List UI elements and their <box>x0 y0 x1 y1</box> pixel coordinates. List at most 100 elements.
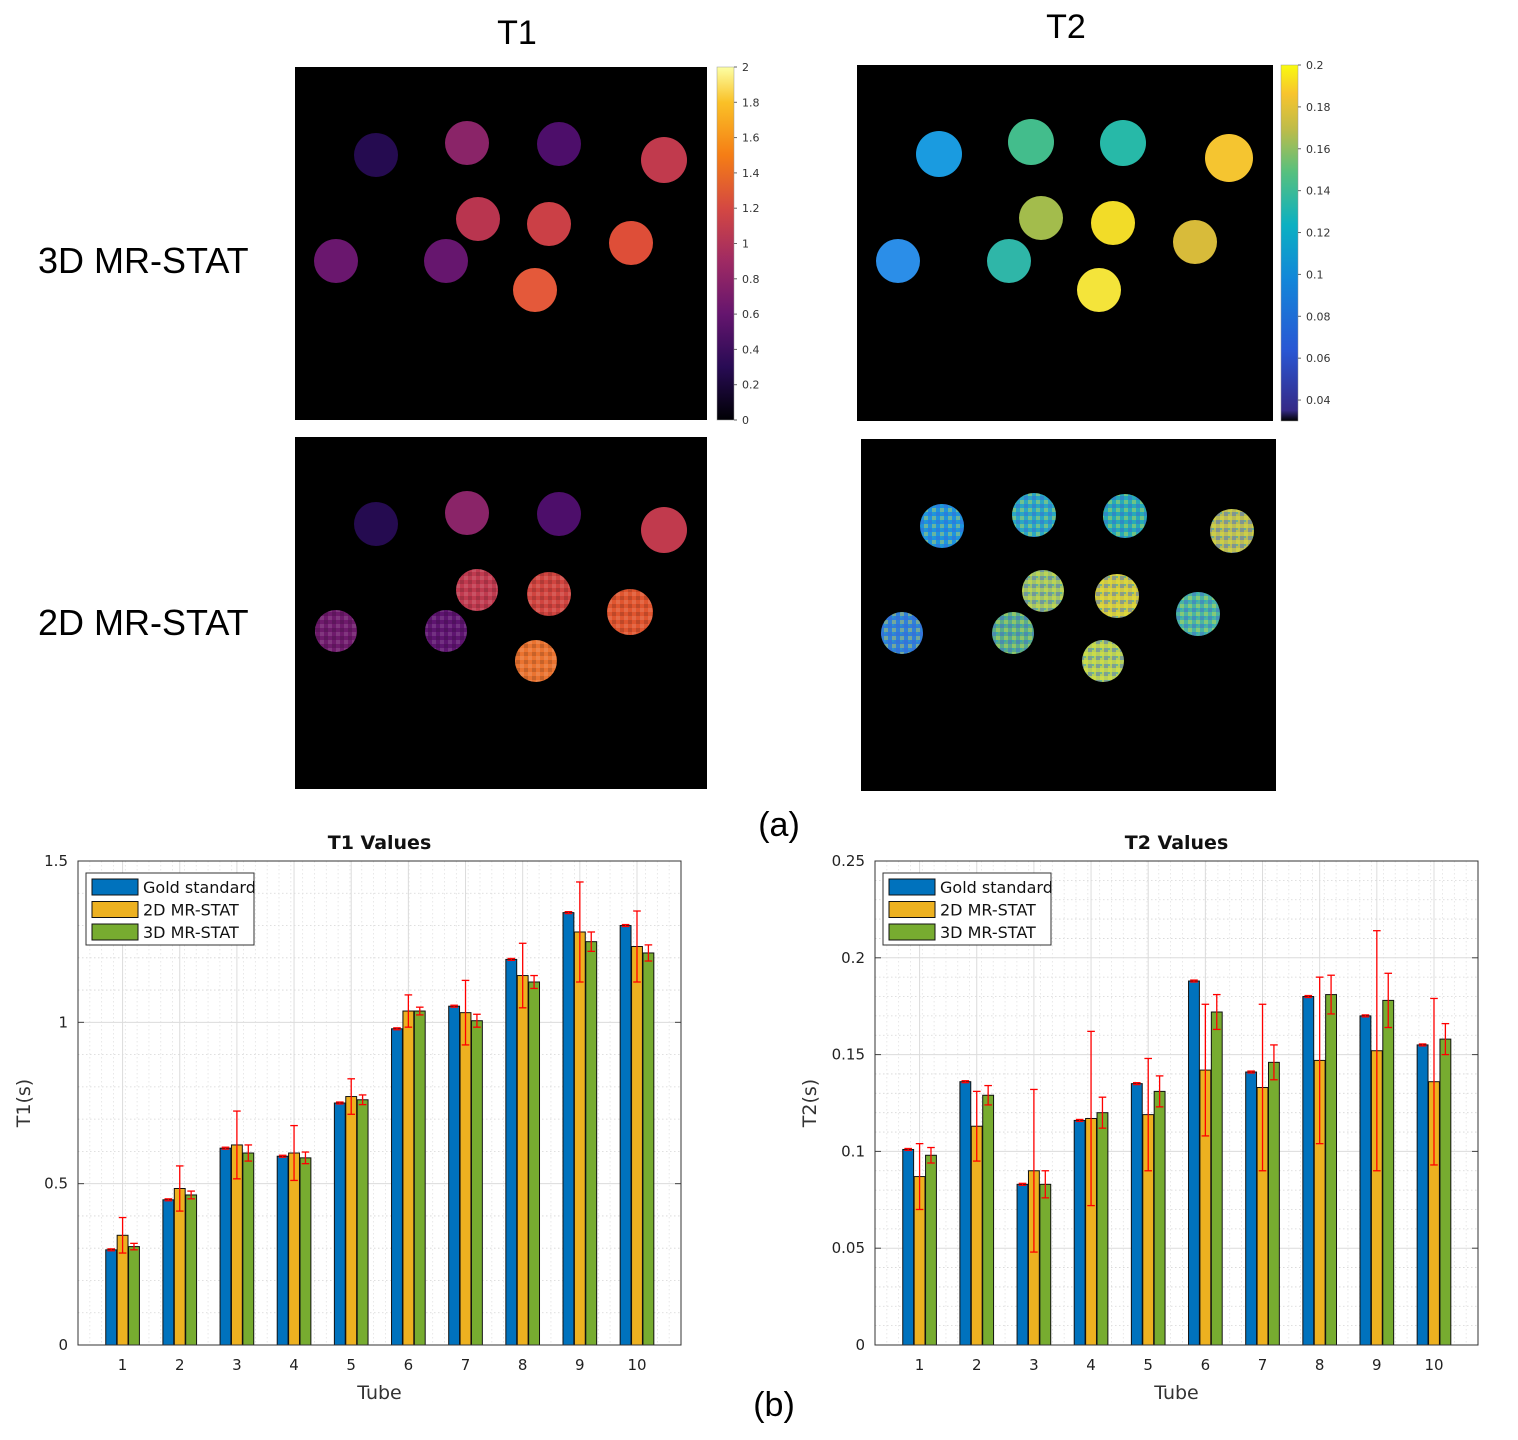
colorbar-tick-label: 0.14 <box>1306 185 1331 198</box>
x-tick-label: 9 <box>575 1356 585 1374</box>
bar-3d-mr-stat <box>982 1094 995 1346</box>
bar-gold-standard <box>1302 996 1315 1346</box>
bar-2d-mr-stat <box>459 1012 472 1346</box>
tube <box>527 202 571 246</box>
y-tick-label: 0.5 <box>44 1175 68 1193</box>
legend-label: 2D MR-STAT <box>143 901 239 920</box>
colorbar-tick-label: 0.6 <box>742 308 760 321</box>
colorbar-tick-label: 0.04 <box>1306 394 1331 407</box>
y-tick-label: 0.1 <box>841 1142 865 1160</box>
bar-3d-mr-stat <box>925 1154 937 1346</box>
colorbar-tick-label: 0.8 <box>742 273 760 286</box>
t1-colorbar <box>716 66 735 421</box>
tube <box>641 507 687 553</box>
bar-3d-mr-stat <box>642 952 655 1346</box>
t2-values-chart: 0 0.05 0.1 0.15 0.2 0.25 1 2 3 4 5 6 7 8 9 10 T2 Values T… <box>799 832 1479 1404</box>
legend-label: 2D MR-STAT <box>940 901 1036 920</box>
legend-swatch <box>888 901 936 918</box>
bar-3d-mr-stat <box>528 981 541 1346</box>
tube <box>445 491 489 535</box>
bar-3d-mr-stat <box>1039 1183 1052 1346</box>
y-tick-label: 0.25 <box>832 852 865 870</box>
tube <box>445 121 489 165</box>
bar-gold-standard <box>1016 1183 1029 1346</box>
tube <box>1091 201 1135 245</box>
tube <box>1100 120 1146 166</box>
x-axis-label: Tube <box>356 1382 402 1404</box>
legend-swatch <box>91 878 139 896</box>
bar-3d-mr-stat <box>242 1152 255 1346</box>
x-tick-label: 4 <box>289 1356 299 1374</box>
bar-gold-standard <box>162 1199 175 1346</box>
bar-gold-standard <box>1416 1044 1429 1346</box>
x-tick-label: 2 <box>175 1356 185 1374</box>
bar-gold-standard <box>448 1005 461 1346</box>
bar-gold-standard <box>1130 1083 1143 1346</box>
bar-2d-mr-stat <box>345 1096 358 1346</box>
bar-gold-standard <box>1073 1119 1086 1346</box>
bar-gold-standard <box>1188 980 1200 1346</box>
colorbar-tick-label: 1.4 <box>742 167 760 180</box>
bar-3d-mr-stat <box>1096 1112 1109 1346</box>
y-axis-label: T1(s) <box>13 1079 35 1128</box>
bar-3d-mr-stat <box>1325 994 1338 1346</box>
colorbar-tick-label: 1 <box>742 238 749 251</box>
tube <box>1173 220 1217 264</box>
x-tick-label: 7 <box>461 1356 471 1374</box>
tube <box>424 239 468 283</box>
tube <box>987 239 1031 283</box>
colorbar-tick-label: 0.08 <box>1306 310 1331 323</box>
axes-frame <box>77 860 682 1346</box>
bar-3d-mr-stat <box>470 1020 483 1346</box>
bar-gold-standard <box>391 1028 403 1346</box>
x-tick-label: 5 <box>346 1356 356 1374</box>
colorbar-tick-label: 0.4 <box>742 343 760 356</box>
t2-3d-tubes <box>876 119 1253 312</box>
tube <box>314 239 358 283</box>
bar-gold-standard <box>1359 1015 1372 1346</box>
x-tick-label: 3 <box>1029 1356 1039 1374</box>
colorbar-tick-label: 0.12 <box>1306 227 1331 240</box>
bar-3d-mr-stat <box>585 941 598 1346</box>
bar-gold-standard <box>105 1249 118 1346</box>
colorbar-tick-label: 2 <box>742 61 749 74</box>
row-label-2d: 2D MR-STAT <box>38 602 249 643</box>
bar-2d-mr-stat <box>631 946 643 1346</box>
y-tick-label: 0.2 <box>841 949 865 967</box>
legend-swatch <box>888 923 936 941</box>
y-tick-label: 0 <box>58 1336 68 1354</box>
t2-colorbar-ticks: 0.2 0.18 0.16 0.14 0.12 0.1 0.08 0.06 0.04 <box>1298 59 1331 407</box>
bar-gold-standard <box>562 912 575 1346</box>
bar-gold-standard <box>276 1155 289 1346</box>
tube <box>354 133 398 177</box>
tube <box>537 492 581 536</box>
t2-column-title: T2 <box>1046 8 1086 46</box>
bar-2d-mr-stat <box>402 1010 415 1346</box>
bar-gold-standard <box>219 1147 232 1346</box>
y-tick-label: 0.15 <box>832 1046 865 1064</box>
bar-2d-mr-stat <box>288 1152 300 1346</box>
colorbar-tick-label: 0 <box>742 414 749 427</box>
bar-3d-mr-stat <box>1267 1061 1280 1346</box>
colorbar-tick-label: 0.18 <box>1306 101 1331 114</box>
bar-3d-mr-stat <box>128 1246 140 1346</box>
tube <box>641 137 687 183</box>
t1-values-chart: 0 0.5 1 1.5 1 2 3 4 5 6 7 8 9 10 T1 Values Tube T1(s) Gol… <box>13 832 682 1404</box>
bar-3d-mr-stat <box>1439 1038 1452 1346</box>
x-tick-label: 7 <box>1258 1356 1268 1374</box>
x-tick-label: 10 <box>1424 1356 1443 1374</box>
x-tick-label: 3 <box>232 1356 242 1374</box>
legend-label: Gold standard <box>143 878 256 897</box>
tube <box>513 268 557 312</box>
t2-colorbar <box>1280 64 1299 422</box>
bar-3d-mr-stat <box>1153 1090 1166 1346</box>
row-label-3d: 3D MR-STAT <box>38 240 249 281</box>
bar-gold-standard <box>333 1102 346 1346</box>
bar-2d-mr-stat <box>516 975 529 1346</box>
x-tick-label: 2 <box>972 1356 982 1374</box>
tube <box>354 502 398 546</box>
x-tick-label: 6 <box>1201 1356 1211 1374</box>
bar-gold-standard <box>959 1081 972 1346</box>
colorbar-tick-label: 1.6 <box>742 132 760 145</box>
colorbar-tick-label: 1.2 <box>742 202 760 215</box>
